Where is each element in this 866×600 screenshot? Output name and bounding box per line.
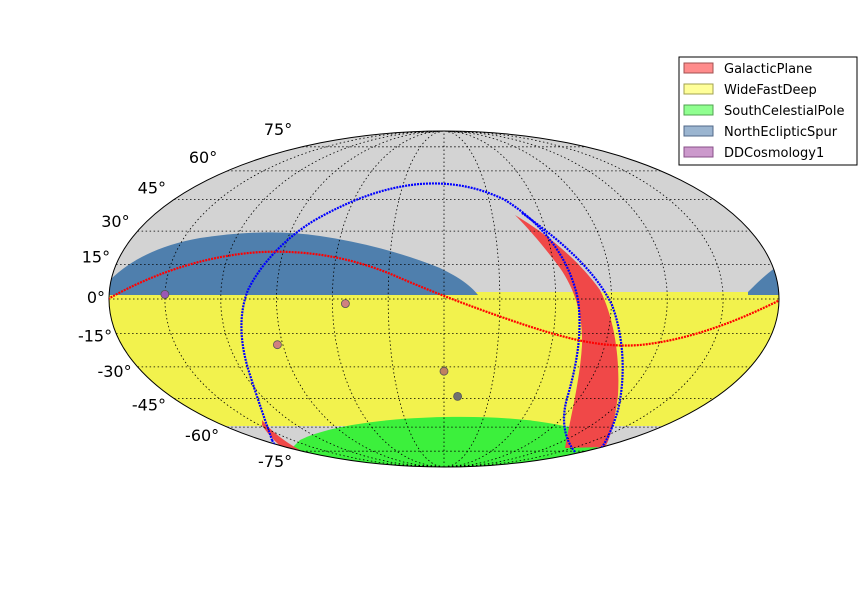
legend-label: DDCosmology1 xyxy=(724,146,824,161)
dd-field-marker xyxy=(453,391,463,401)
latitude-label: -15° xyxy=(78,326,112,345)
legend: GalacticPlane WideFastDeep SouthCelestialP… xyxy=(678,56,858,166)
meridian-line xyxy=(443,131,501,467)
latitude-label: -60° xyxy=(185,426,219,445)
latitude-label: -45° xyxy=(132,396,166,415)
dd-fields xyxy=(160,289,463,401)
meridian-line xyxy=(387,131,445,467)
legend-swatch xyxy=(683,62,714,74)
galactic-boundary-curve xyxy=(240,182,581,453)
latitude-label: -30° xyxy=(97,362,131,381)
legend-swatch xyxy=(683,125,714,137)
galactic-boundary-curve-right xyxy=(521,212,624,453)
meridian-line xyxy=(443,131,612,467)
north-ecliptic-spur-region xyxy=(109,232,478,295)
legend-swatch xyxy=(683,83,714,95)
latitude-label: 30° xyxy=(101,212,129,231)
meridian-line xyxy=(443,131,668,467)
meridian-line xyxy=(220,131,445,467)
south-celestial-pole-region xyxy=(270,416,620,467)
latitude-labels: 75° 60° 45° 30° 15° 0° -15° -30°-45° -60° -75° xyxy=(78,120,292,471)
legend-swatch xyxy=(683,104,714,116)
meridian-line xyxy=(276,131,445,467)
wide-fast-deep-region xyxy=(109,292,779,426)
latitude-label: 0° xyxy=(87,288,105,307)
latitude-label: -75° xyxy=(258,452,292,471)
meridian-line xyxy=(443,131,557,467)
dd-field-marker xyxy=(272,340,282,350)
meridian-line xyxy=(331,131,445,467)
north-ecliptic-spur-region-edge xyxy=(748,268,779,295)
latitude-label: 45° xyxy=(138,179,166,198)
dd-field-marker xyxy=(160,289,170,299)
dd-field-marker xyxy=(439,366,449,376)
legend-label: SouthCelestialPole xyxy=(724,104,844,119)
galactic-plane-region-right xyxy=(515,215,619,448)
legend-label: NorthEclipticSpur xyxy=(724,125,838,140)
galactic-plane-region-left xyxy=(262,420,300,455)
meridian-line xyxy=(443,131,724,467)
ecliptic-group xyxy=(109,250,779,347)
ecliptic-curve xyxy=(109,250,779,347)
graticule xyxy=(109,131,779,467)
latitude-label: 75° xyxy=(264,120,292,139)
legend-label: GalacticPlane xyxy=(724,62,812,77)
dd-field-marker xyxy=(340,299,350,309)
latitude-label: 15° xyxy=(82,248,110,267)
latitude-label: 60° xyxy=(189,148,217,167)
legend-swatch xyxy=(683,146,714,158)
meridian-line xyxy=(164,131,445,467)
legend-label: WideFastDeep xyxy=(724,83,817,98)
